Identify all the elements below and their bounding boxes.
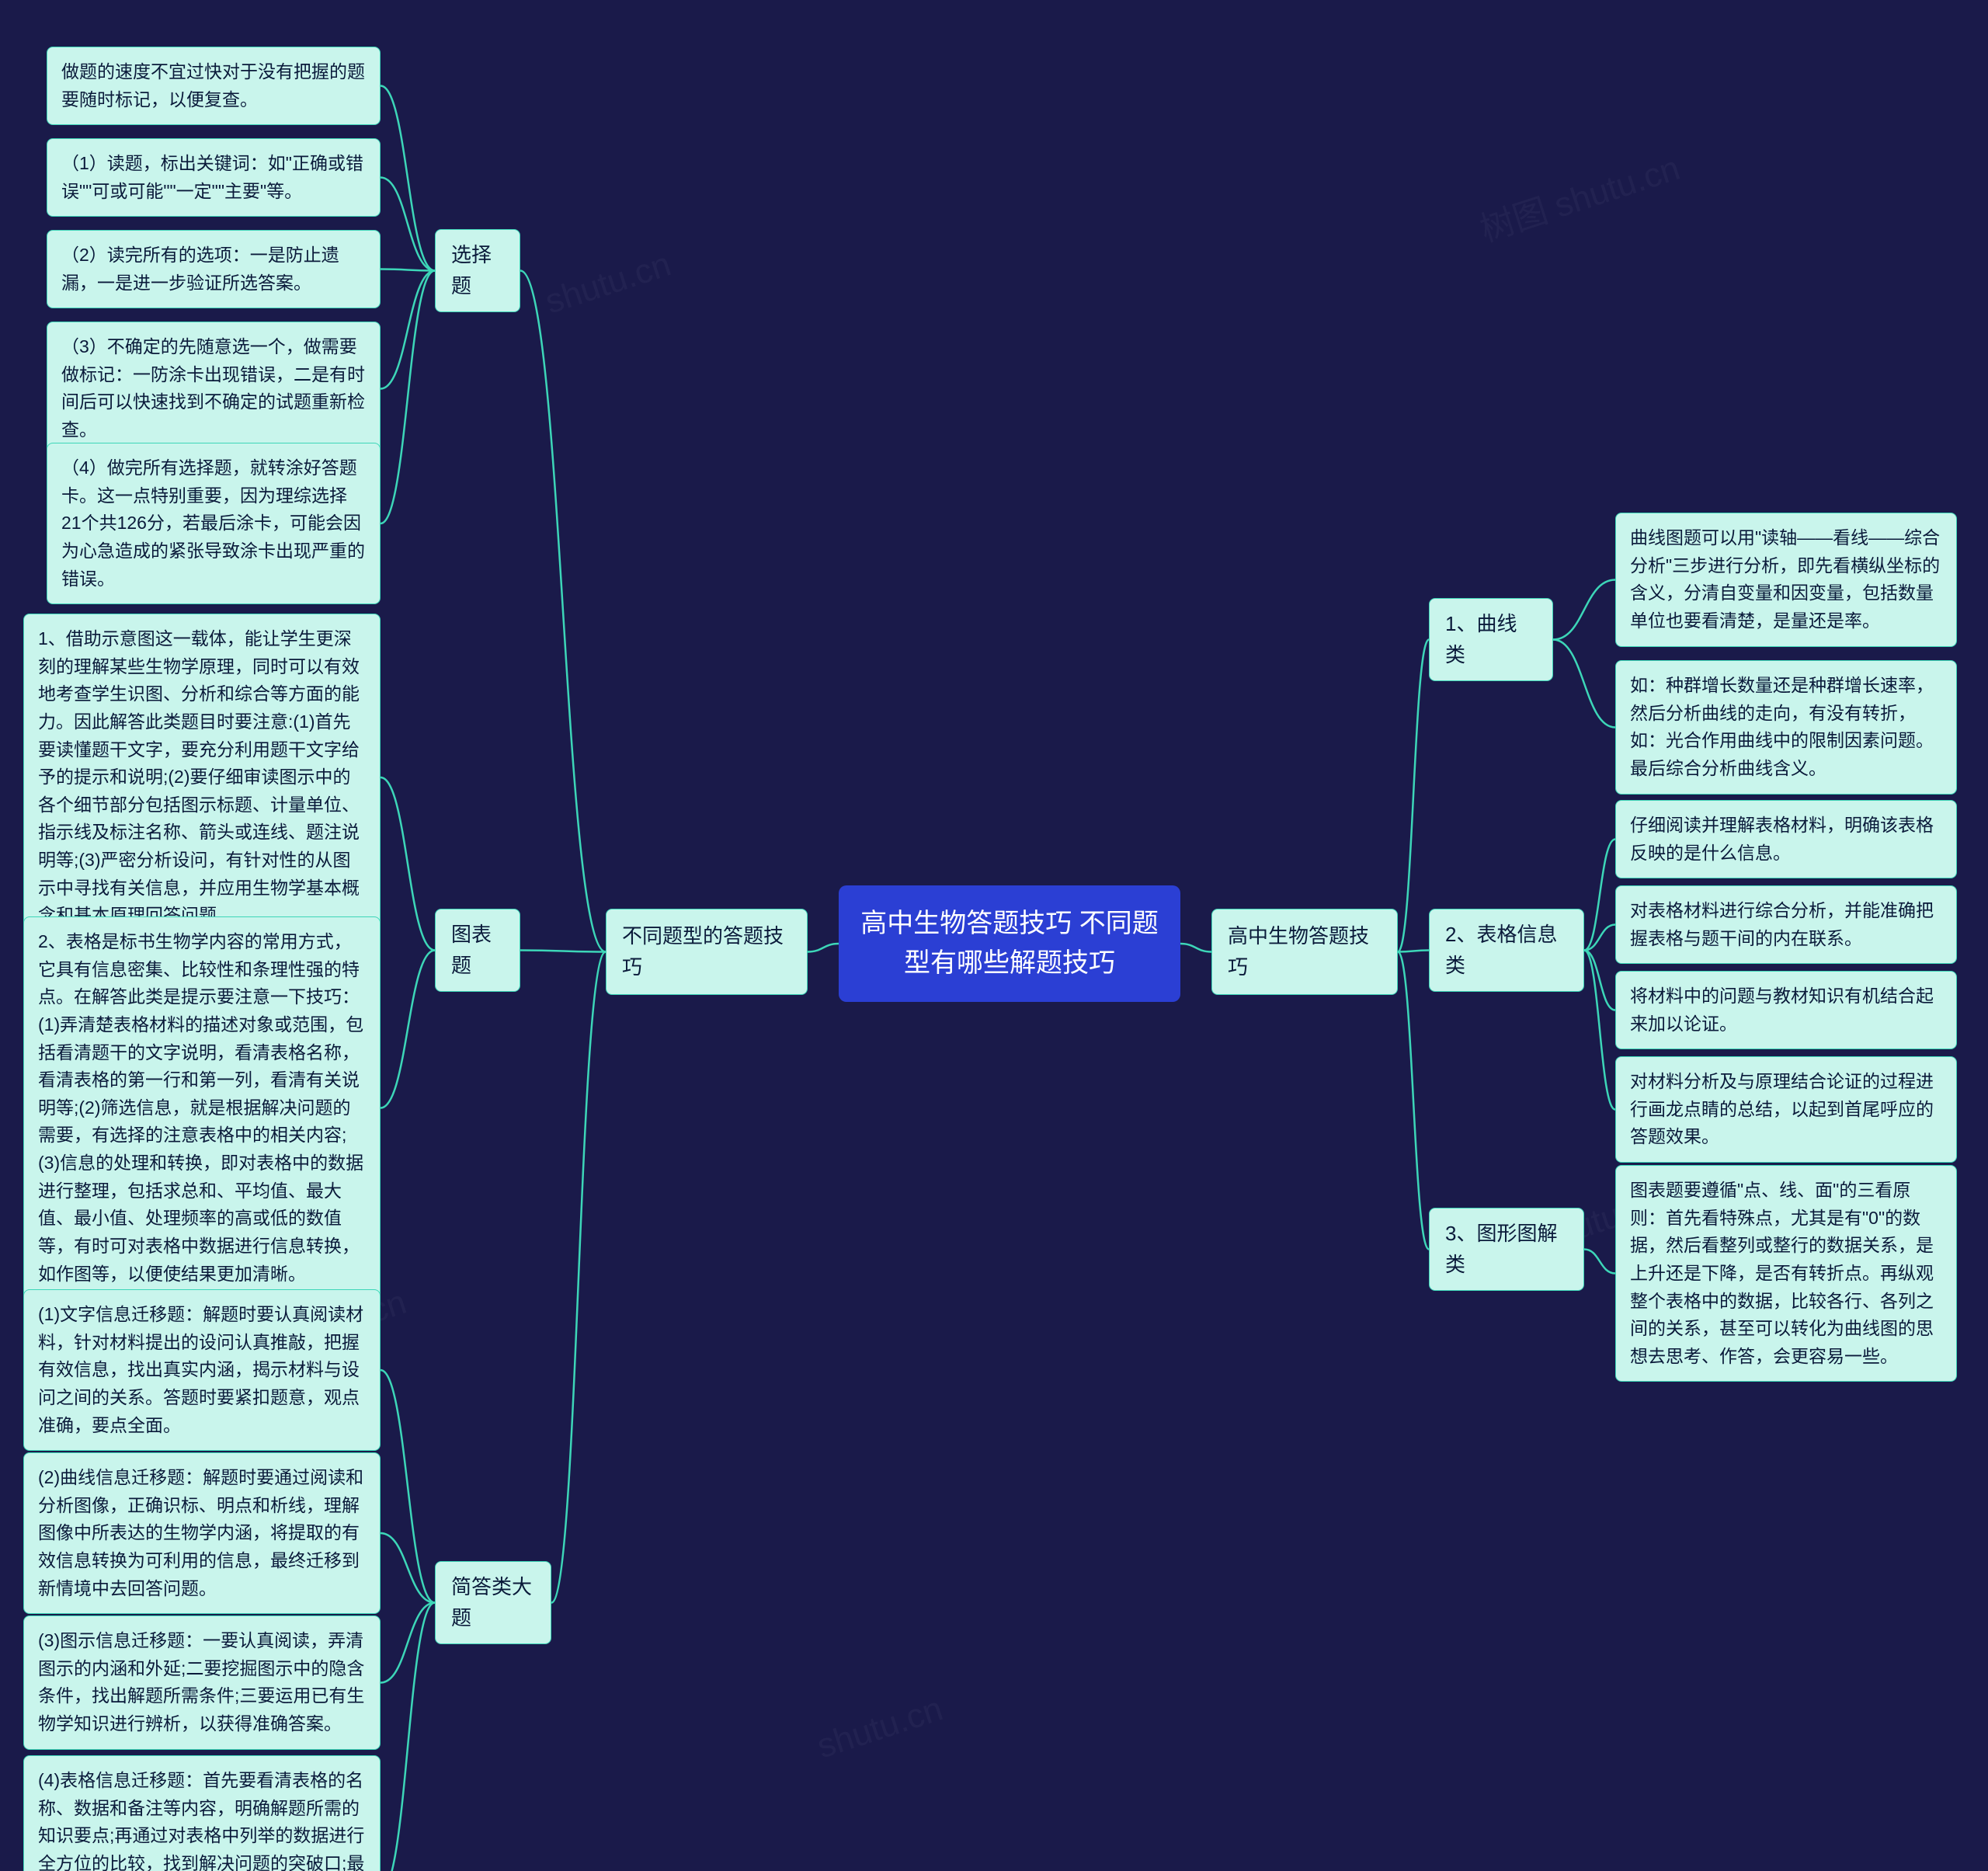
hub-left: 不同题型的答题技巧 [606, 909, 808, 995]
left-category-cat-choice: 选择题 [435, 229, 520, 312]
right-leaf-r20: 图表题要遵循"点、线、面"的三看原则：首先看特殊点，尤其是有"0"的数据，然后看… [1615, 1165, 1957, 1382]
watermark: 树图 shutu.cn [1473, 140, 1685, 251]
left-leaf-ch0: 1、借助示意图这一载体，能让学生更深刻的理解某些生物学原理，同时可以有效地考查学… [23, 614, 381, 941]
right-leaf-r10: 仔细阅读并理解表格材料，明确该表格反映的是什么信息。 [1615, 800, 1957, 878]
watermark: shutu.cn [812, 1690, 947, 1767]
left-leaf-c3: （3）不确定的先随意选一个，做需要做标记：一防涂卡出现错误，二是有时间后可以快速… [47, 322, 381, 456]
right-leaf-r00: 曲线图题可以用"读轴——看线——综合分析"三步进行分析，即先看横纵坐标的含义，分… [1615, 513, 1957, 647]
right-category-rc1: 2、表格信息类 [1429, 909, 1584, 992]
watermark: shutu.cn [540, 245, 676, 322]
left-leaf-c1: （1）读题，标出关键词：如"正确或错误""可或可能""一定""主要"等。 [47, 138, 381, 217]
right-category-rc2: 3、图形图解类 [1429, 1208, 1584, 1291]
left-category-cat-short: 简答类大题 [435, 1561, 551, 1644]
left-leaf-c0: 做题的速度不宜过快对于没有把握的题要随时标记，以便复查。 [47, 47, 381, 125]
left-leaf-c4: （4）做完所有选择题，就转涂好答题卡。这一点特别重要，因为理综选择21个共126… [47, 443, 381, 604]
left-leaf-s1: (2)曲线信息迁移题：解题时要通过阅读和分析图像，正确识标、明点和析线，理解图像… [23, 1452, 381, 1614]
left-category-cat-chart: 图表题 [435, 909, 520, 992]
root-node: 高中生物答题技巧 不同题型有哪些解题技巧 [839, 885, 1180, 1002]
right-leaf-r01: 如：种群增长数量还是种群增长速率，然后分析曲线的走向，有没有转折，如：光合作用曲… [1615, 660, 1957, 795]
right-leaf-r13: 对材料分析及与原理结合论证的过程进行画龙点睛的总结，以起到首尾呼应的答题效果。 [1615, 1056, 1957, 1163]
left-leaf-ch1: 2、表格是标书生物学内容的常用方式，它具有信息密集、比较性和条理性强的特点。在解… [23, 916, 381, 1299]
right-leaf-r11: 对表格材料进行综合分析，并能准确把握表格与题干间的内在联系。 [1615, 885, 1957, 964]
right-category-rc0: 1、曲线类 [1429, 598, 1553, 681]
left-leaf-s3: (4)表格信息迁移题：首先要看清表格的名称、数据和备注等内容，明确解题所需的知识… [23, 1755, 381, 1871]
hub-right: 高中生物答题技巧 [1211, 909, 1398, 995]
left-leaf-s0: (1)文字信息迁移题：解题时要认真阅读材料，针对材料提出的设问认真推敲，把握有效… [23, 1289, 381, 1451]
left-leaf-s2: (3)图示信息迁移题：一要认真阅读，弄清图示的内涵和外延;二要挖掘图示中的隐含条… [23, 1615, 381, 1750]
right-leaf-r12: 将材料中的问题与教材知识有机结合起来加以论证。 [1615, 971, 1957, 1049]
left-leaf-c2: （2）读完所有的选项：一是防止遗漏，一是进一步验证所选答案。 [47, 230, 381, 308]
